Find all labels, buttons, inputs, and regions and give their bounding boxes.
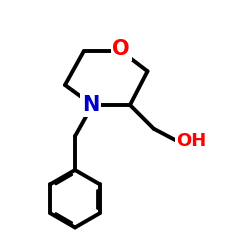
Text: OH: OH	[176, 132, 206, 150]
Text: O: O	[112, 39, 130, 59]
Text: N: N	[82, 95, 99, 115]
